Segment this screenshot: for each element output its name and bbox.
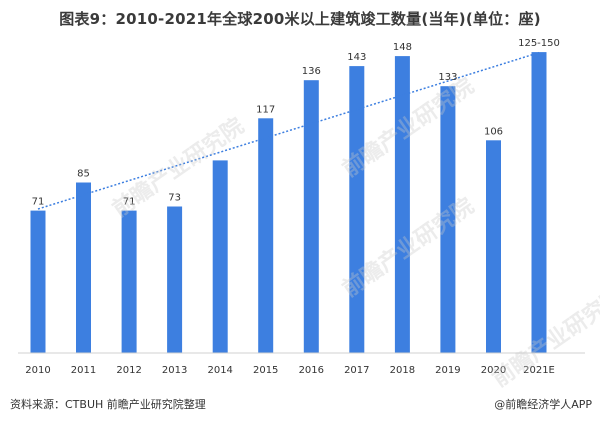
data-label-2013: 73: [168, 193, 181, 204]
footer: 资料来源：CTBUH 前瞻产业研究院整理 @前瞻经济学人APP: [10, 396, 592, 412]
x-tick-label-2017: 2017: [344, 365, 369, 376]
bar-2016: [303, 80, 319, 353]
data-label-2020: 106: [484, 126, 503, 137]
x-tick-label-2013: 2013: [162, 365, 187, 376]
data-label-2017: 143: [347, 52, 366, 63]
x-tick-label-2020: 2020: [481, 365, 506, 376]
source-note: 资料来源：CTBUH 前瞻产业研究院整理: [10, 398, 206, 411]
bar-2011: [76, 182, 91, 353]
x-tick-label-2015: 2015: [253, 365, 278, 376]
brand-credit: @前瞻经济学人APP: [494, 398, 592, 411]
bar-2017: [349, 66, 365, 353]
bar-2019: [440, 86, 456, 353]
bar-2020: [486, 140, 501, 353]
x-tick-label-2021E: 2021E: [523, 365, 555, 376]
data-labels-layer: 71 85 71 73 117 136 143 148 133 106 125-150: [32, 38, 560, 208]
chart-title: 图表9：2010-2021年全球200米以上建筑竣工数量(当年)(单位：座): [59, 10, 541, 28]
bar-2010: [30, 210, 46, 353]
data-label-2016: 136: [302, 66, 321, 77]
bar-2021E: [531, 52, 547, 353]
bar-2014: [212, 160, 228, 353]
data-label-2012: 71: [123, 197, 136, 208]
x-tick-label-2016: 2016: [299, 365, 324, 376]
x-tick-label-2019: 2019: [435, 365, 460, 376]
x-tick-label-2012: 2012: [116, 365, 141, 376]
data-label-2019: 133: [438, 72, 457, 83]
data-label-2010: 71: [32, 197, 45, 208]
data-label-2015: 117: [256, 104, 275, 115]
x-tick-label-2014: 2014: [207, 365, 232, 376]
trend-layer: [37, 51, 540, 210]
data-label-2011: 85: [77, 169, 90, 180]
data-label-2018: 148: [393, 42, 412, 53]
trend-line: [37, 51, 540, 210]
bars-layer: [30, 52, 547, 353]
x-tick-labels-layer: 2010 2011 2012 2013 2014 2015 2016 2017 2018 2019…: [25, 365, 555, 376]
bar-2012: [121, 210, 137, 353]
x-tick-label-2010: 2010: [25, 365, 50, 376]
bar-2015: [258, 118, 274, 353]
bar-2018: [394, 56, 410, 353]
bar-2013: [167, 206, 183, 353]
x-tick-label-2011: 2011: [71, 365, 96, 376]
x-tick-label-2018: 2018: [390, 365, 415, 376]
data-label-2021E: 125-150: [518, 38, 560, 49]
